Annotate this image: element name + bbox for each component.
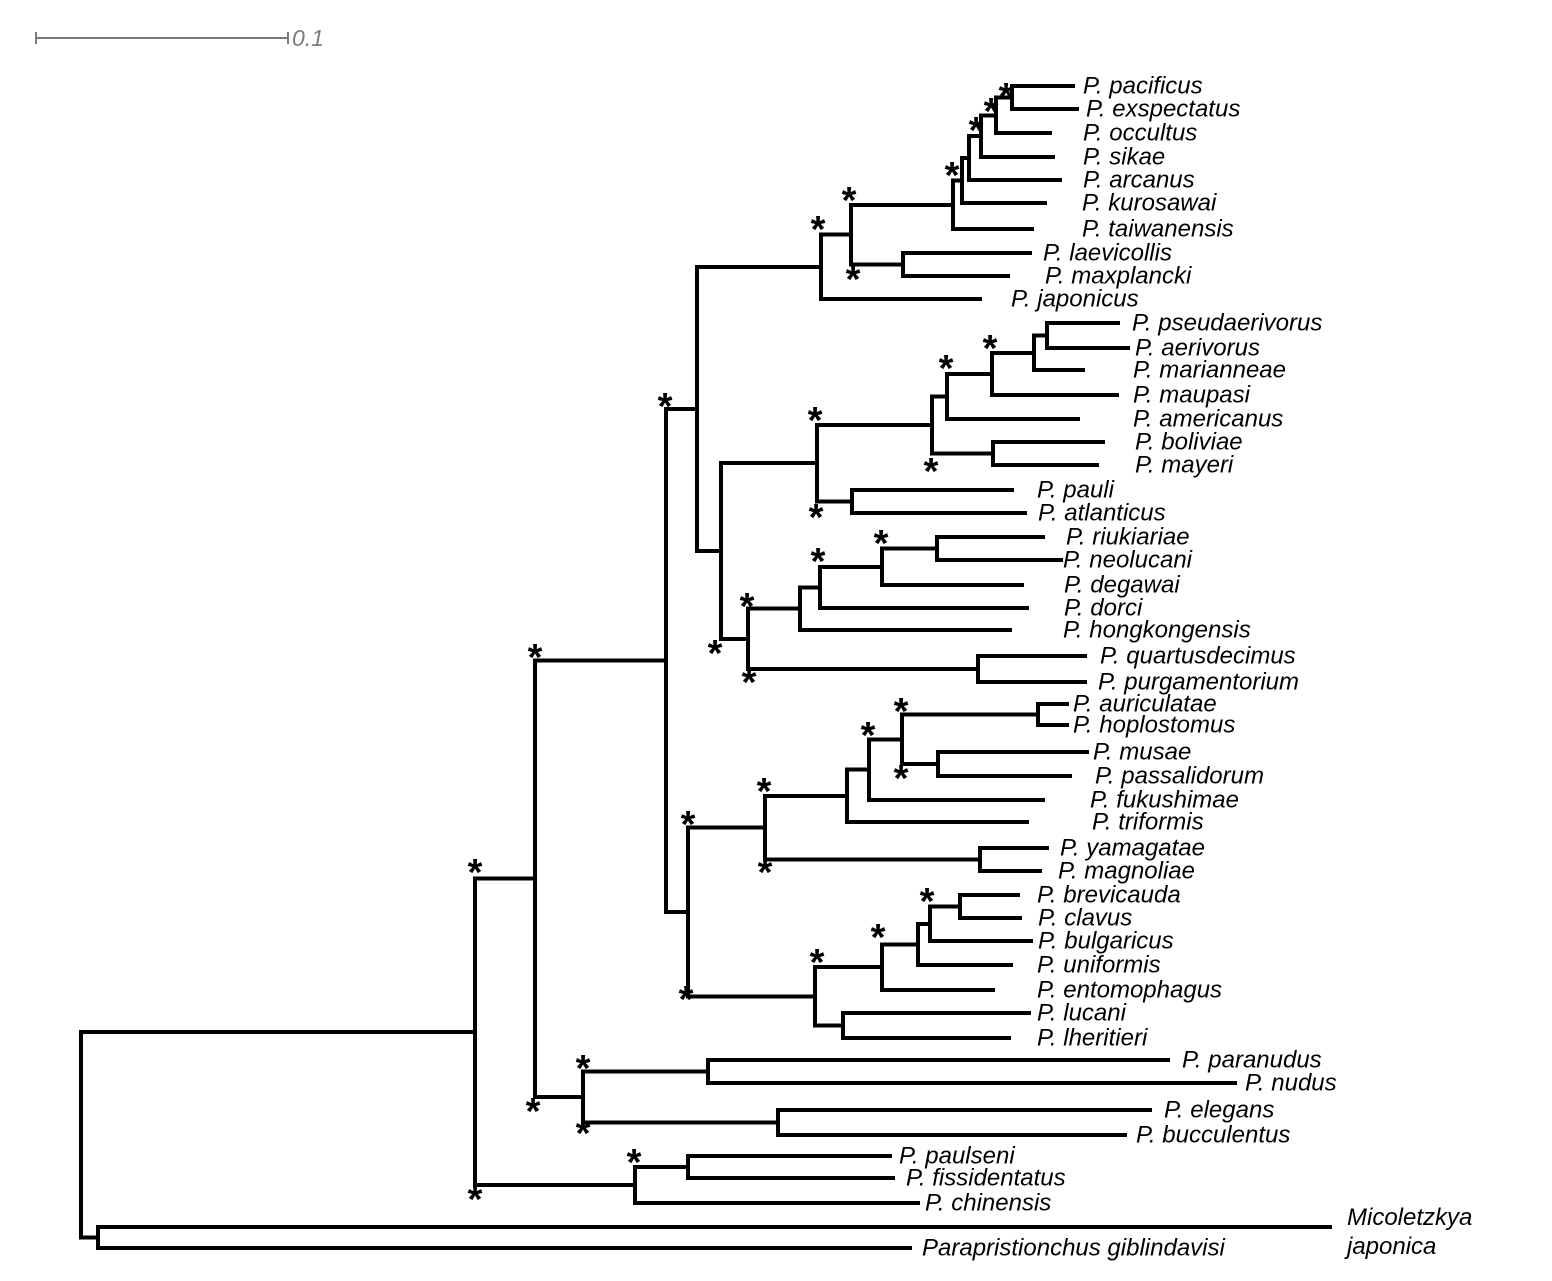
- support-asterisk: *: [468, 1179, 483, 1221]
- taxon-label: P. occultus: [1083, 120, 1197, 147]
- taxon-label: P. exspectatus: [1086, 96, 1240, 123]
- support-asterisk: *: [742, 662, 757, 704]
- taxon-label: P. atlanticus: [1038, 500, 1166, 527]
- taxon-label: P. taiwanensis: [1082, 216, 1234, 243]
- support-asterisk: *: [679, 979, 694, 1021]
- support-asterisk: *: [984, 91, 999, 133]
- support-asterisk: *: [924, 451, 939, 493]
- taxon-label: P. fukushimae: [1090, 787, 1239, 814]
- taxon-label: P. maxplancki: [1045, 263, 1192, 290]
- taxon-label: P. triformis: [1092, 809, 1204, 836]
- support-asterisk: *: [999, 76, 1014, 118]
- taxon-label: Parapristionchus giblindavisi: [922, 1235, 1225, 1262]
- taxon-label: P. americanus: [1133, 406, 1283, 433]
- support-asterisk: *: [809, 497, 824, 539]
- taxon-label: P. brevicauda: [1037, 882, 1181, 909]
- taxon-label: P. entomophagus: [1037, 977, 1222, 1004]
- taxon-label: P. sikae: [1083, 144, 1165, 171]
- support-asterisk: *: [576, 1048, 591, 1090]
- taxon-label: P. bulgaricus: [1038, 928, 1174, 955]
- taxon-label: P. yamagatae: [1060, 835, 1205, 862]
- support-asterisk: *: [861, 715, 876, 757]
- taxon-label: P. riukiariae: [1066, 524, 1190, 551]
- taxon-label: P. bucculentus: [1136, 1122, 1290, 1149]
- taxon-label: P. clavus: [1038, 905, 1132, 932]
- support-asterisk: *: [740, 586, 755, 628]
- support-asterisk: *: [894, 758, 909, 800]
- support-asterisk: *: [758, 852, 773, 894]
- support-asterisk: *: [983, 328, 998, 370]
- support-asterisk: *: [468, 852, 483, 894]
- support-asterisk: *: [894, 691, 909, 733]
- taxon-label: P. paulseni: [899, 1143, 1015, 1170]
- taxon-label: P. arcanus: [1083, 167, 1195, 194]
- support-asterisk: *: [528, 637, 543, 679]
- support-asterisk: *: [969, 110, 984, 152]
- taxon-label: P. dorci: [1064, 595, 1143, 622]
- taxon-label: P. auriculatae: [1073, 691, 1217, 718]
- taxon-label: P. neolucani: [1063, 547, 1193, 574]
- support-asterisk: *: [871, 917, 886, 959]
- support-asterisk: *: [681, 804, 696, 846]
- taxon-label: P. kurosawai: [1082, 190, 1217, 217]
- taxon-label: P. hoplostomus: [1073, 712, 1235, 739]
- taxon-label: P. passalidorum: [1095, 763, 1264, 790]
- scale-bar: 0.1: [35, 25, 324, 51]
- taxon-label: P. musae: [1093, 739, 1191, 766]
- taxon-label: P. boliviae: [1135, 429, 1243, 456]
- scale-bar-label: 0.1: [292, 25, 324, 51]
- support-asterisk: *: [945, 155, 960, 197]
- support-asterisk: *: [627, 1142, 642, 1184]
- support-asterisk: *: [939, 348, 954, 390]
- support-asterisk: *: [842, 180, 857, 222]
- taxon-label: P. paranudus: [1182, 1047, 1322, 1074]
- taxon-label: P. nudus: [1245, 1070, 1337, 1097]
- taxon-label: P. aerivorus: [1135, 335, 1260, 362]
- taxon-label: P. fissidentatus: [906, 1165, 1066, 1192]
- taxon-label: Micoletzkya japonica: [1344, 1204, 1472, 1260]
- taxon-label: P. purgamentorium: [1098, 669, 1299, 696]
- support-asterisk: *: [920, 881, 935, 923]
- taxon-label: P. hongkongensis: [1063, 617, 1251, 644]
- taxon-label: P. quartusdecimus: [1100, 643, 1296, 670]
- support-asterisk: *: [810, 942, 825, 984]
- support-asterisk: *: [658, 386, 673, 428]
- taxon-label: P. pacificus: [1083, 73, 1203, 100]
- support-asterisk: *: [526, 1091, 541, 1133]
- support-asterisk: *: [808, 400, 823, 442]
- taxon-label: P. japonicus: [1011, 286, 1139, 313]
- support-markers: ***********************************: [468, 76, 1014, 1221]
- taxon-label: P. mayeri: [1135, 452, 1234, 479]
- taxon-label: P. degawai: [1064, 572, 1180, 599]
- support-asterisk: *: [846, 259, 861, 301]
- taxon-label: P. chinensis: [925, 1190, 1051, 1217]
- support-asterisk: *: [757, 771, 772, 813]
- taxon-label: P. elegans: [1164, 1097, 1274, 1124]
- taxon-label: P. pseudaerivorus: [1132, 310, 1322, 337]
- support-asterisk: *: [708, 633, 723, 675]
- support-asterisk: *: [811, 541, 826, 583]
- taxon-label: P. magnoliae: [1058, 858, 1195, 885]
- taxon-label: P. marianneae: [1133, 357, 1286, 384]
- taxon-label: P. maupasi: [1133, 382, 1251, 409]
- taxon-label: P. uniformis: [1037, 952, 1161, 979]
- support-asterisk: *: [811, 209, 826, 251]
- taxon-label: P. lucani: [1037, 1000, 1127, 1027]
- taxon-label: P. pauli: [1037, 477, 1115, 504]
- tree-branches: [79, 84, 1332, 1250]
- support-asterisk: *: [576, 1113, 591, 1155]
- taxon-label: P. lheritieri: [1037, 1025, 1148, 1052]
- taxon-label: P. laevicollis: [1043, 240, 1172, 267]
- support-asterisk: *: [874, 523, 889, 565]
